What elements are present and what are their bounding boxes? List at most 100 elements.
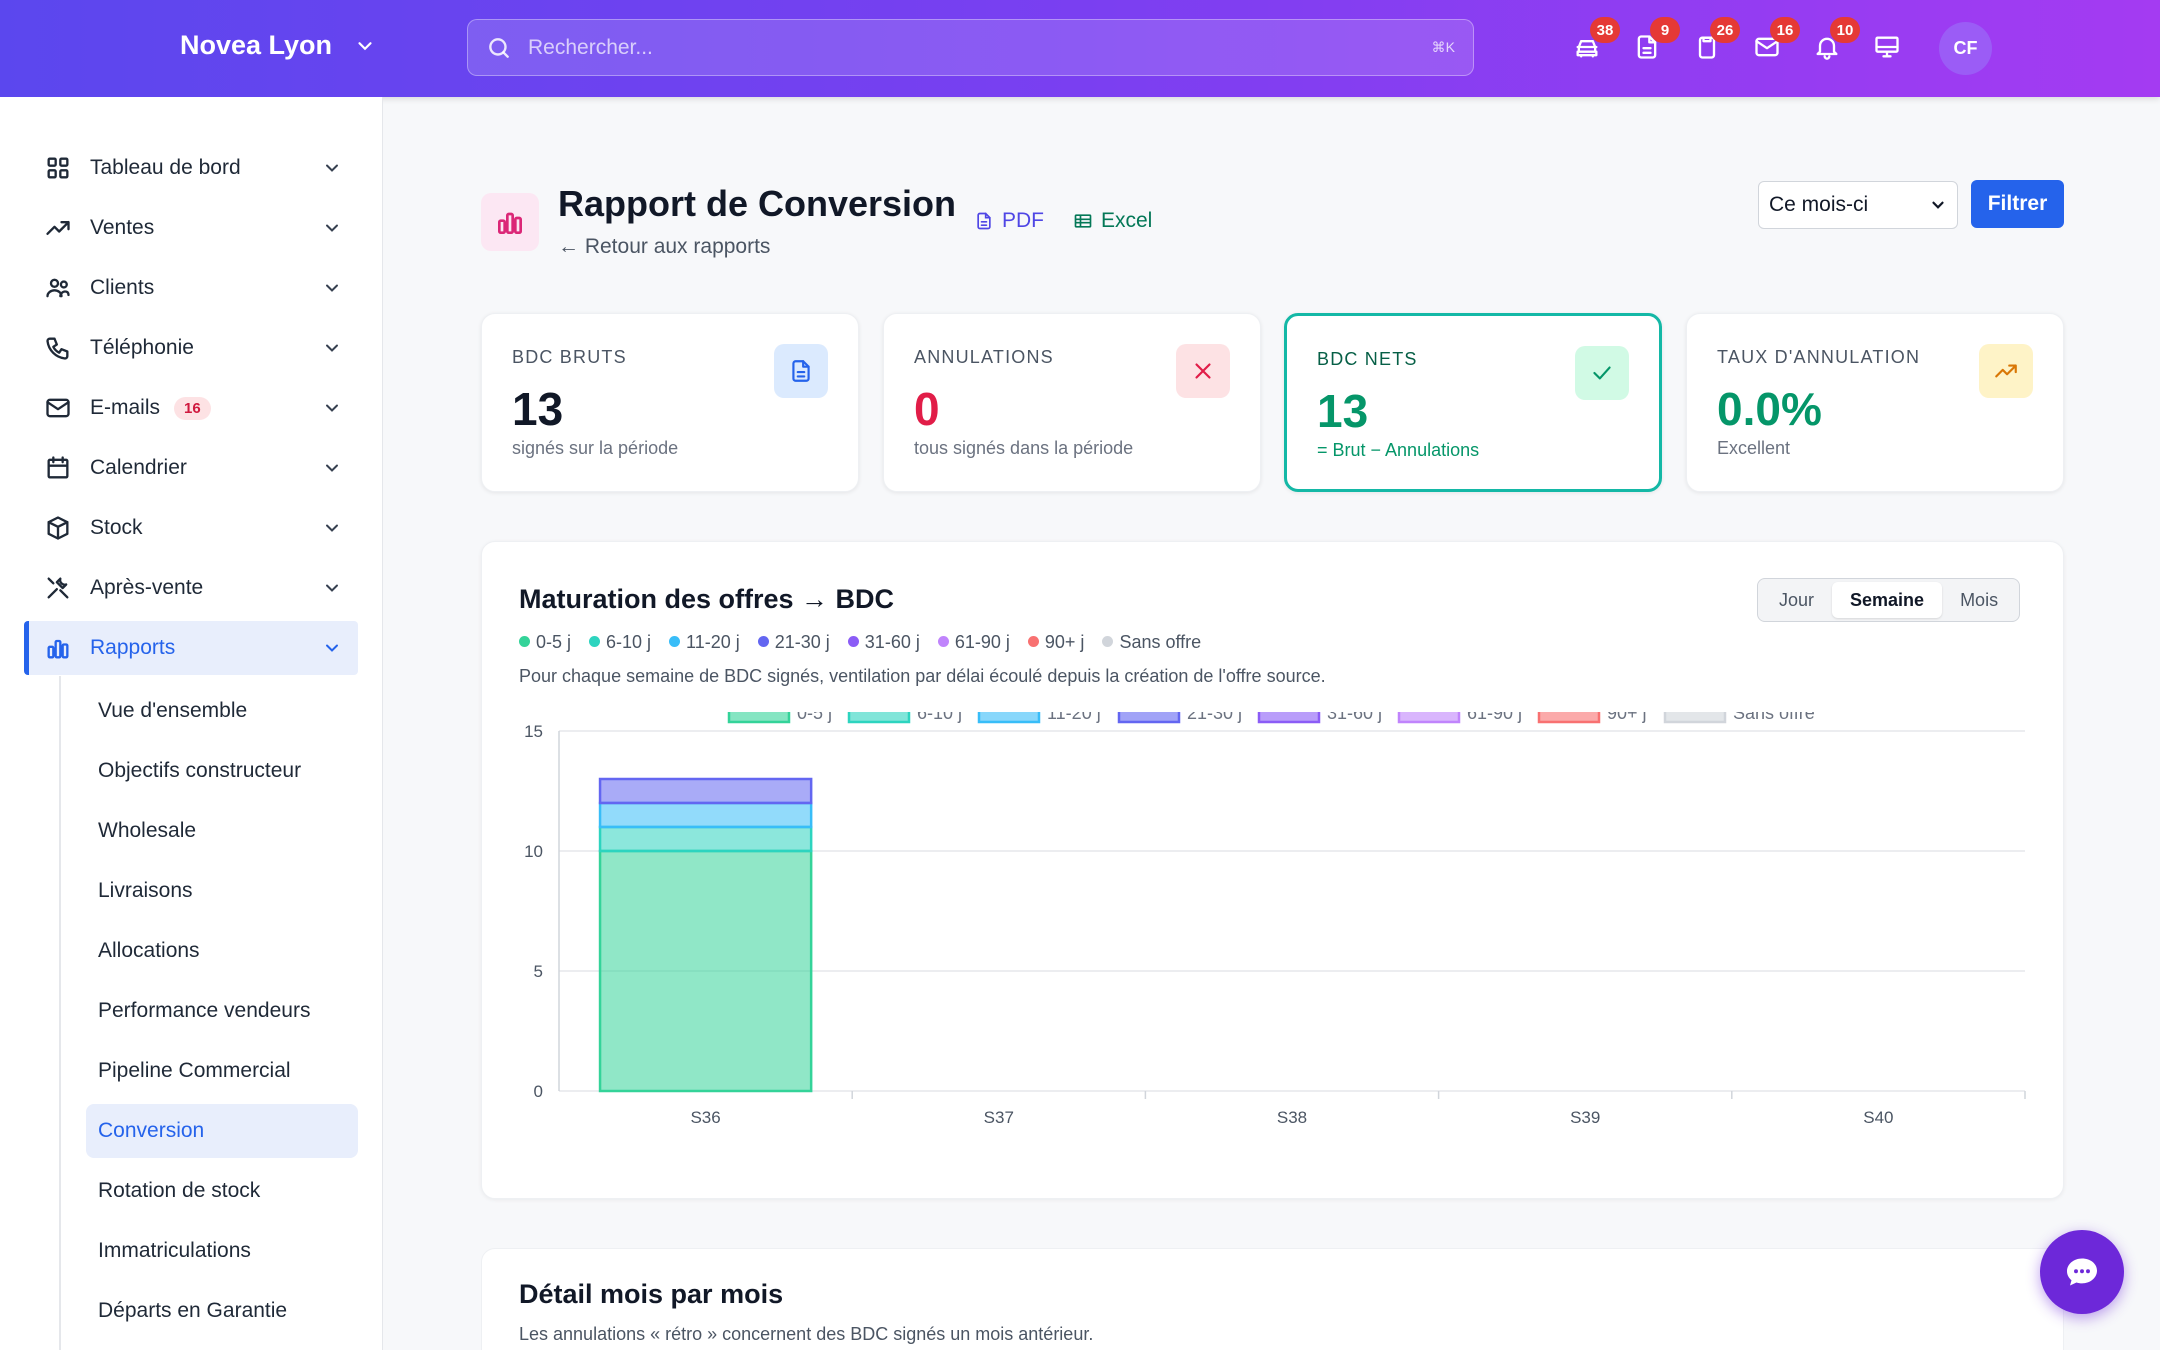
chevron-down-icon <box>326 224 338 232</box>
phone-icon <box>46 337 69 360</box>
topbar-mail-button[interactable]: 16 <box>1748 17 1800 69</box>
chevron-down-icon <box>326 284 338 292</box>
detail-title: Détail mois par mois <box>519 1279 784 1309</box>
stat-label: TAUX D'ANNULATION <box>1717 347 1921 367</box>
bar-segment <box>598 825 813 853</box>
stat-icon-box <box>774 344 828 398</box>
stat-value: 0 <box>914 383 940 435</box>
stat-icon-box <box>1979 344 2033 398</box>
subnav-item[interactable]: Performance vendeurs <box>98 999 311 1022</box>
calendar-icon-wrap <box>44 454 72 482</box>
calendar-icon <box>47 456 69 479</box>
file-icon <box>977 212 991 230</box>
sidebar-item-label: Rapports <box>90 636 176 659</box>
topbar-document-button[interactable]: 9 <box>1628 17 1680 69</box>
sidebar-item-apres-vente[interactable]: Après-vente <box>24 561 358 615</box>
subnav-item[interactable]: Vue d'ensemble <box>98 699 248 722</box>
chevron-down-icon <box>326 344 338 352</box>
chart-legend-label: 0-5 j <box>797 712 832 723</box>
subnav-item[interactable]: Immatriculations <box>98 1239 251 1262</box>
grid-icon <box>47 157 69 179</box>
toggle-mois[interactable]: Mois <box>1960 589 1999 610</box>
search-input[interactable] <box>528 35 1432 60</box>
sidebar-item-ventes[interactable]: Ventes <box>24 201 358 255</box>
bell-icon <box>1816 37 1838 60</box>
monitor-icon <box>1875 36 1899 58</box>
topbar-clipboard-button[interactable]: 26 <box>1688 17 1740 69</box>
subnav-item[interactable]: Conversion <box>86 1104 358 1158</box>
stat-icon-box <box>1575 346 1629 400</box>
back-link[interactable]: ← Retour aux rapports <box>558 235 771 258</box>
search-bar[interactable]: ⌘K <box>467 19 1474 76</box>
box-icon <box>47 516 69 540</box>
pdf-button[interactable]: PDF <box>974 209 1044 233</box>
legend-dot <box>1102 636 1114 647</box>
filter-button[interactable]: Filtrer <box>1971 180 2064 228</box>
mail-icon <box>1755 37 1779 57</box>
trend-icon <box>46 221 70 235</box>
panel-description: Pour chaque semaine de BDC signés, venti… <box>519 666 1326 686</box>
stat-card: ANNULATIONS 0 tous signés dans la période <box>883 313 1261 492</box>
legend-label: 0-5 j <box>536 632 572 652</box>
stat-card: BDC BRUTS 13 signés sur la période <box>481 313 859 492</box>
x-tick-label: S37 <box>984 1108 1014 1127</box>
topbar-bell-button[interactable]: 10 <box>1808 17 1860 69</box>
y-tick-label: 10 <box>524 842 543 861</box>
grid-icon-wrap <box>44 154 72 182</box>
topbar-monitor-button[interactable] <box>1868 25 1906 69</box>
chart-legend-label: 21-30 j <box>1187 712 1242 723</box>
sidebar-item-label: Téléphonie <box>90 336 194 359</box>
phone-icon-wrap <box>44 334 72 362</box>
subnav-item[interactable]: Objectifs constructeur <box>98 759 302 782</box>
stat-subtext: signés sur la période <box>512 438 679 458</box>
period-select[interactable]: Ce mois-ci <box>1758 181 1958 229</box>
brand-switcher[interactable]: Novea Lyon <box>180 30 376 61</box>
subnav-item[interactable]: Allocations <box>98 939 200 962</box>
subnav-item[interactable]: Wholesale <box>98 819 197 842</box>
search-icon <box>489 37 509 58</box>
legend-entry: 61-90 j <box>937 632 1010 653</box>
toggle-semaine[interactable]: Semaine <box>1832 582 1943 618</box>
legend-dot <box>757 636 769 647</box>
notification-badge: 10 <box>1830 17 1860 43</box>
legend-dot <box>847 636 859 647</box>
subnav-item[interactable]: Pipeline Commercial <box>98 1059 291 1082</box>
document-icon <box>1637 35 1657 59</box>
chat-button[interactable] <box>2040 1230 2124 1314</box>
sidebar-item-label: Calendrier <box>90 456 187 479</box>
sidebar-item-e-mails[interactable]: E-mails 16 <box>24 381 358 435</box>
sidebar-item-calendrier[interactable]: Calendrier <box>24 441 358 495</box>
y-tick-label: 15 <box>524 722 543 741</box>
sidebar-item-clients[interactable]: Clients <box>24 261 358 315</box>
subnav-item[interactable]: Rotation de stock <box>98 1179 261 1202</box>
sidebar-item-label: Ventes <box>90 216 155 239</box>
stat-label: ANNULATIONS <box>914 347 1054 367</box>
report-icon <box>481 193 539 251</box>
avatar[interactable]: CF <box>1939 22 1992 75</box>
subnav-item[interactable]: Livraisons <box>98 879 193 902</box>
detail-description: Les annulations « rétro » concernent des… <box>519 1324 1094 1344</box>
subnav-line <box>59 676 61 1350</box>
sidebar-item-label: Tableau de bord <box>90 156 241 179</box>
chart-legend-swatch <box>727 712 791 724</box>
stat-subtext: Excellent <box>1717 438 1791 458</box>
excel-button[interactable]: Excel <box>1073 209 1152 233</box>
stat-card: TAUX D'ANNULATION 0.0% Excellent <box>1686 313 2064 492</box>
legend-label: 31-60 j <box>864 632 920 652</box>
stat-value: 0.0% <box>1717 383 1822 435</box>
legend-entry: 90+ j <box>1027 632 1084 653</box>
sidebar-item-stock[interactable]: Stock <box>24 501 358 555</box>
legend-label: 21-30 j <box>774 632 830 652</box>
sidebar-item-tableau-de-bord[interactable]: Tableau de bord <box>24 141 358 195</box>
stat-value: 13 <box>1317 385 1369 437</box>
legend-label: 61-90 j <box>954 632 1010 652</box>
chat-icon <box>2067 1258 2097 1286</box>
toggle-jour[interactable]: Jour <box>1779 589 1815 610</box>
subnav-item[interactable]: Départs en Garantie <box>98 1299 288 1322</box>
bar-segment <box>598 777 813 805</box>
sidebar-item-rapports[interactable]: Rapports <box>24 621 358 675</box>
chart-legend-swatch <box>1663 712 1727 724</box>
sidebar-item-telephonie[interactable]: Téléphonie <box>24 321 358 375</box>
topbar-car-button[interactable]: 38 <box>1568 17 1620 69</box>
chart-legend-swatch <box>1537 712 1601 724</box>
